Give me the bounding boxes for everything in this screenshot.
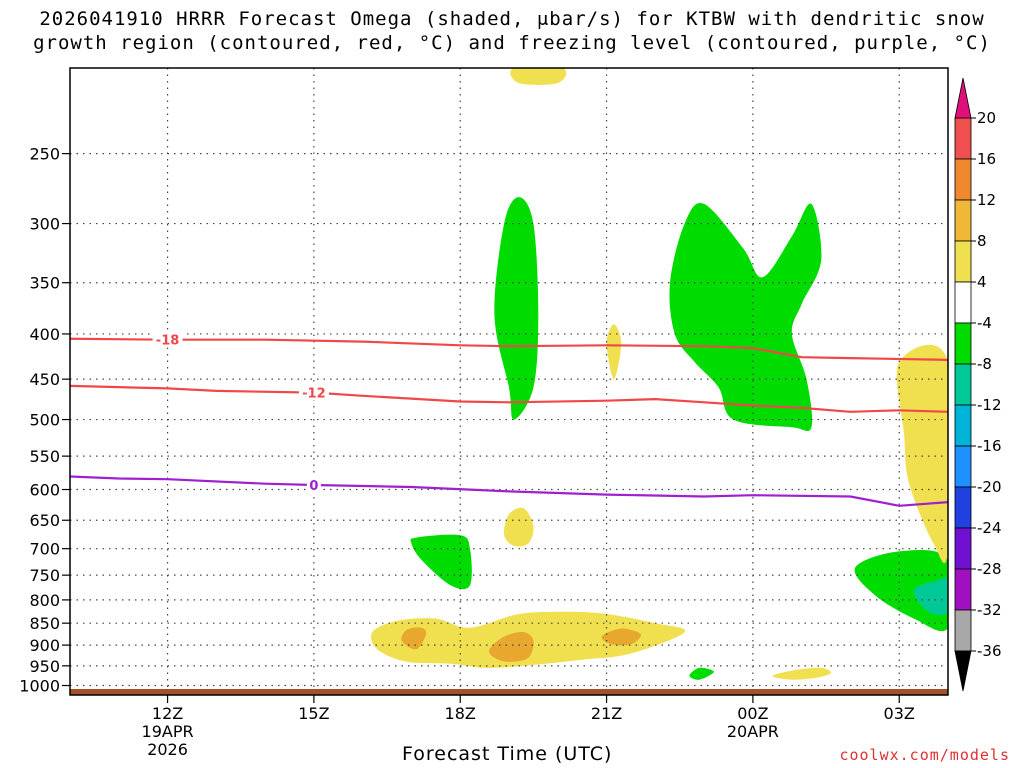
x-tick-year-12Z: 2026 (147, 740, 188, 759)
contour-label-bg-1 (298, 384, 329, 401)
plot-border (69, 67, 949, 696)
colorbar-label--4: -4 (977, 314, 992, 332)
contour-label-2: 0 (309, 479, 318, 494)
omega-region-3 (854, 550, 948, 632)
colorbar-band-0 (954, 117, 972, 160)
omega-region-0 (494, 197, 539, 420)
colorbar-band-5 (954, 322, 972, 365)
y-tick-label-450: 450 (29, 370, 60, 389)
colorbar-label-8: 8 (977, 232, 987, 250)
colorbar-label--16: -16 (977, 437, 1002, 455)
x-tick-label-21Z: 21Z (591, 704, 622, 723)
omega-region-1 (669, 203, 822, 432)
omega-region-13 (896, 344, 948, 564)
x-tick-label-00Z: 00Z (737, 704, 768, 723)
colorbar-band-12 (954, 609, 972, 652)
y-tick-label-300: 300 (29, 215, 60, 234)
contour-label-1: -12 (302, 387, 326, 402)
y-tick-label-950: 950 (29, 657, 60, 676)
y-tick-label-750: 750 (29, 566, 60, 585)
contour-line-2 (70, 475, 948, 507)
omega-region-8 (489, 631, 534, 662)
contour-label-bg-0 (152, 331, 183, 348)
colorbar-label-20: 20 (977, 109, 996, 127)
plot-frame (69, 67, 949, 696)
shaded-regions (370, 68, 948, 680)
omega-region-7 (401, 627, 427, 650)
colorbar-band-10 (954, 527, 972, 570)
y-tick-label-900: 900 (29, 636, 60, 655)
ground-layer (70, 688, 948, 695)
colorbar-label--12: -12 (977, 396, 1002, 414)
colorbar-label--8: -8 (977, 355, 992, 373)
omega-region-9 (601, 628, 641, 646)
y-tick-label-850: 850 (29, 614, 60, 633)
colorbar-label--20: -20 (977, 478, 1002, 496)
chart-title-line2: growth region (contoured, red, °C) and f… (33, 32, 991, 54)
colorbar-band-11 (954, 568, 972, 611)
contour-lines: -18 -12 0 (70, 331, 948, 507)
chart-title-line1: 2026041910 HRRR Forecast Omega (shaded, … (39, 8, 985, 30)
y-tick-label-500: 500 (29, 411, 60, 430)
colorbar-band-4 (954, 281, 972, 324)
colorbar-band-8 (954, 445, 972, 488)
credit-text: coolwx.com/models (839, 746, 1010, 764)
contour-label-bg-2 (306, 477, 321, 494)
x-tick-label-15Z: 15Z (298, 704, 329, 723)
omega-region-11 (606, 324, 622, 380)
colorbar-band-9 (954, 486, 972, 529)
y-axis-ticks: 250 300 350 400 450 500 550 600 650 700 750 800 850 9… (19, 145, 70, 696)
ground-fill (70, 688, 948, 695)
y-tick-label-600: 600 (29, 481, 60, 500)
y-tick-label-800: 800 (29, 591, 60, 610)
colorbar: 20 16 12 8 4 -4 -8 -12 -16 -20 -24 -28 -32 -36 (954, 77, 1002, 692)
colorbar-band-3 (954, 240, 972, 283)
colorbar-band-1 (954, 158, 972, 201)
y-tick-label-1000: 1000 (19, 677, 60, 696)
x-tick-label-12Z: 12Z (152, 704, 183, 723)
colorbar-band-2 (954, 199, 972, 242)
contour-label-0: -18 (156, 334, 180, 349)
colorbar-label--36: -36 (977, 642, 1002, 660)
x-tick-label-03Z: 03Z (884, 704, 915, 723)
colorbar-band-7 (954, 404, 972, 447)
colorbar-label--32: -32 (977, 601, 1002, 619)
contour-line-1 (70, 384, 948, 413)
colorbar-label-12: 12 (977, 191, 996, 209)
colorbar-label--24: -24 (977, 519, 1002, 537)
omega-region-14 (510, 68, 567, 85)
omega-region-5 (913, 577, 948, 616)
y-tick-label-700: 700 (29, 540, 60, 559)
omega-region-2 (410, 534, 472, 590)
contour-line-0 (70, 337, 948, 361)
omega-region-10 (503, 507, 534, 547)
x-tick-date-12Z: 19APR (142, 722, 194, 741)
y-tick-label-650: 650 (29, 511, 60, 530)
x-axis-label: Forecast Time (UTC) (402, 743, 613, 765)
omega-region-12 (772, 667, 831, 680)
colorbar-bottom-arrow (954, 650, 972, 692)
y-tick-label-350: 350 (29, 274, 60, 293)
colorbar-label-16: 16 (977, 150, 996, 168)
y-tick-label-550: 550 (29, 447, 60, 466)
colorbar-label-4: 4 (977, 273, 987, 291)
omega-region-4 (689, 667, 714, 680)
colorbar-label--28: -28 (977, 560, 1002, 578)
x-tick-date-00Z: 20APR (727, 722, 779, 741)
colorbar-band-6 (954, 363, 972, 406)
x-tick-label-18Z: 18Z (445, 704, 476, 723)
y-tick-label-400: 400 (29, 325, 60, 344)
y-tick-label-250: 250 (29, 145, 60, 164)
colorbar-top-arrow (954, 77, 972, 119)
